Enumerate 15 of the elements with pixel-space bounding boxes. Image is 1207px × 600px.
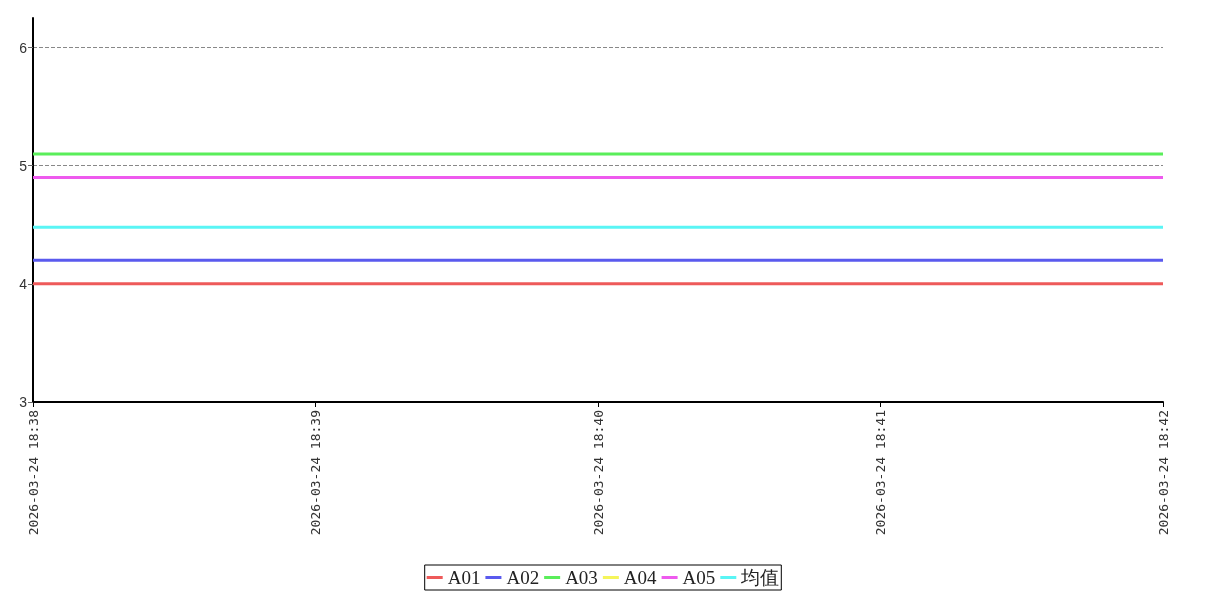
legend-label: A05 — [682, 567, 716, 588]
x-tick-label: 2026-03-24 18:42 — [1155, 410, 1171, 536]
x-tick-label: 2026-03-24 18:40 — [590, 410, 606, 536]
y-tick-label: 4 — [19, 275, 28, 292]
y-tick-label: 6 — [19, 39, 28, 56]
legend-label: A04 — [623, 567, 658, 588]
x-tick-label: 2026-03-24 18:41 — [873, 410, 888, 536]
y-tick-label: 3 — [19, 394, 28, 410]
legend-label: 均值 — [740, 567, 780, 588]
x-tick-label: 2026-03-24 18:39 — [308, 410, 323, 536]
legend-label: A01 — [447, 567, 481, 588]
legend-label: A02 — [506, 567, 540, 588]
y-tick-label: 5 — [19, 157, 28, 174]
x-tick-label: 2026-03-24 18:38 — [25, 410, 41, 536]
legend-label: A03 — [565, 567, 598, 588]
